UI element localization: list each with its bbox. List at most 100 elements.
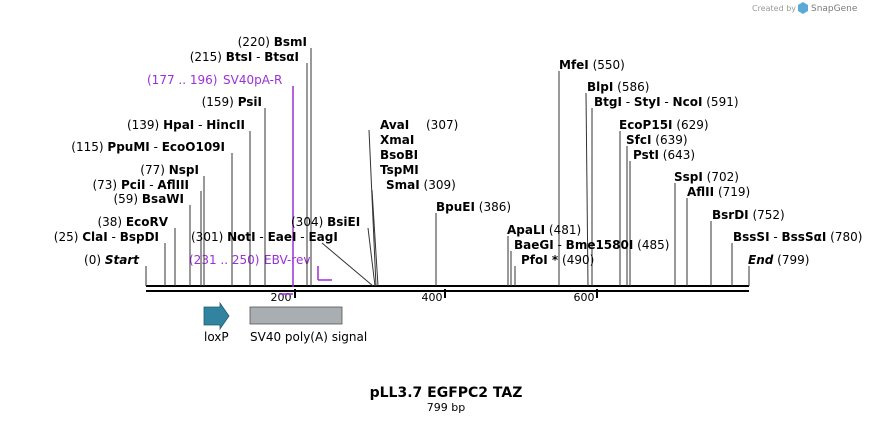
site-name: ClaI	[82, 230, 107, 244]
site-sfci[interactable]: SfcI (639)	[626, 133, 688, 147]
svg-text:SmaI (309): SmaI (309)	[386, 178, 456, 192]
site-pos: (550)	[593, 58, 625, 72]
site-name: NspI	[169, 163, 199, 177]
svg-text:BssSI - BssSαI (780): BssSI - BssSαI (780)	[733, 230, 862, 244]
svg-text:(0) Start: (0) Start	[84, 253, 140, 267]
site-pfoi[interactable]: PfoI * (490)	[521, 253, 594, 267]
tick-marks	[294, 289, 598, 298]
site-name: AflIII	[157, 178, 189, 192]
svg-text:(139) HpaI - HincII: (139) HpaI - HincII	[127, 118, 245, 132]
site-name: BpuEI	[436, 200, 475, 214]
site-bsrdi[interactable]: BsrDI (752)	[712, 208, 785, 222]
site-pos: (159)	[202, 95, 234, 109]
site-bpuei[interactable]: BpuEI (386)	[436, 200, 511, 214]
svg-text:EcoP15I (629): EcoP15I (629)	[619, 118, 709, 132]
site-name: SspI	[674, 170, 703, 184]
site-mfei[interactable]: MfeI (550)	[559, 58, 625, 72]
site-pos: (629)	[676, 118, 708, 132]
site-psti[interactable]: PstI (643)	[633, 148, 695, 162]
site-smai[interactable]: SmaI (309)	[386, 178, 456, 192]
site-blpi[interactable]: BlpI (586)	[587, 80, 649, 94]
site-aflii[interactable]: AflII (719)	[687, 185, 750, 199]
primer-pos-ebv-rev: (231 .. 250)	[189, 253, 259, 267]
start-label: Start	[105, 253, 140, 267]
site-name: NotI	[227, 230, 256, 244]
site-nspi[interactable]: (77) NspI	[140, 163, 199, 177]
site-pos: (386)	[479, 200, 511, 214]
site-bsawi[interactable]: (59) BsaWI	[113, 192, 184, 206]
site-leader-lines	[145, 48, 750, 287]
site-btsi[interactable]: (215) BtsI - BtsαI	[190, 50, 299, 64]
site-ecorv[interactable]: (38) EcoRV	[97, 215, 168, 229]
site-end[interactable]: End (799)	[748, 253, 809, 267]
site-name: EcoP15I	[619, 118, 673, 132]
site-stack-307[interactable]: AvaI (307) XmaI BsoBI TspMI	[380, 118, 458, 177]
feature-loxp[interactable]	[203, 301, 230, 331]
site-pos: (59)	[113, 192, 138, 206]
svg-text:(73) PciI - AflIII: (73) PciI - AflIII	[92, 178, 189, 192]
site-name: PpuMI	[107, 140, 149, 154]
backbone[interactable]	[146, 285, 749, 292]
site-name: HpaI	[163, 118, 194, 132]
site-pos: (77)	[140, 163, 165, 177]
site-name: BtsI	[226, 50, 253, 64]
site-start[interactable]: (0) Start	[84, 253, 140, 267]
feature-sv40-polya[interactable]	[249, 306, 343, 325]
end-label: End	[748, 253, 774, 267]
site-name: PciI	[121, 178, 146, 192]
site-name: NcoI	[673, 95, 703, 109]
site-name: XmaI	[380, 133, 414, 147]
site-ecop15i[interactable]: EcoP15I (629)	[619, 118, 709, 132]
svg-text:(215) BtsI - BtsαI: (215) BtsI - BtsαI	[190, 50, 299, 64]
site-name: SfcI	[626, 133, 651, 147]
svg-text:BtgI - StyI - NcoI (591): BtgI - StyI - NcoI (591)	[594, 95, 739, 109]
tick-label: 200	[271, 291, 292, 304]
site-name: EaeI	[268, 230, 297, 244]
svg-text:End (799): End (799)	[748, 253, 809, 267]
site-name: EcoO109I	[162, 140, 225, 154]
site-btgi[interactable]: BtgI - StyI - NcoI (591)	[594, 95, 739, 109]
svg-text:(38) EcoRV: (38) EcoRV	[97, 215, 168, 229]
site-name: BtgI	[594, 95, 622, 109]
site-pcii[interactable]: (73) PciI - AflIII	[92, 178, 189, 192]
site-bsssi[interactable]: BssSI - BssSαI (780)	[733, 230, 862, 244]
site-pos: (591)	[706, 95, 738, 109]
primer-name-ebv-rev[interactable]: EBV-rev	[264, 253, 310, 267]
site-pos: (702)	[707, 170, 739, 184]
primer-ebv-rev[interactable]	[317, 266, 332, 281]
site-bsmi[interactable]: (220) BsmI	[238, 35, 307, 49]
svg-text:PfoI * (490): PfoI * (490)	[521, 253, 594, 267]
svg-text:BpuEI (386): BpuEI (386)	[436, 200, 511, 214]
site-name: BsaWI	[142, 192, 184, 206]
svg-text:BaeGI - Bme1580I (485): BaeGI - Bme1580I (485)	[514, 238, 669, 252]
site-bsiei[interactable]: (304) BsiEI	[291, 215, 360, 229]
site-name: BssSI	[733, 230, 770, 244]
site-sspi[interactable]: SspI (702)	[674, 170, 739, 184]
site-name: MfeI	[559, 58, 589, 72]
site-pos: (139)	[127, 118, 159, 132]
site-hpai[interactable]: (139) HpaI - HincII	[127, 118, 245, 132]
site-name: BsoBI	[380, 148, 418, 162]
site-clai[interactable]: (25) ClaI - BspDI	[54, 230, 159, 244]
site-baegi[interactable]: BaeGI - Bme1580I (485)	[514, 238, 669, 252]
site-noti[interactable]: (301) NotI - EaeI - EagI	[191, 230, 338, 244]
site-pos: (490)	[562, 253, 594, 267]
primer-sv40pa-r[interactable]	[279, 86, 294, 295]
primer-name-sv40pa-r[interactable]: SV40pA-R	[223, 73, 282, 87]
tick-label: 400	[422, 291, 443, 304]
site-psii[interactable]: (159) PsiI	[202, 95, 262, 109]
map-length: 799 bp	[427, 401, 465, 414]
site-apali[interactable]: ApaLI (481)	[507, 223, 581, 237]
start-pos: (0)	[84, 253, 101, 267]
site-name: AflII	[687, 185, 714, 199]
site-pos: (220)	[238, 35, 270, 49]
site-name: BsrDI	[712, 208, 749, 222]
site-pos: (485)	[637, 238, 669, 252]
site-name: PstI	[633, 148, 659, 162]
svg-text:(159) PsiI: (159) PsiI	[202, 95, 262, 109]
site-ppumi[interactable]: (115) PpuMI - EcoO109I	[71, 140, 225, 154]
site-pos: (643)	[663, 148, 695, 162]
credit-text: Created by	[752, 4, 796, 13]
svg-text:(220) BsmI: (220) BsmI	[238, 35, 307, 49]
